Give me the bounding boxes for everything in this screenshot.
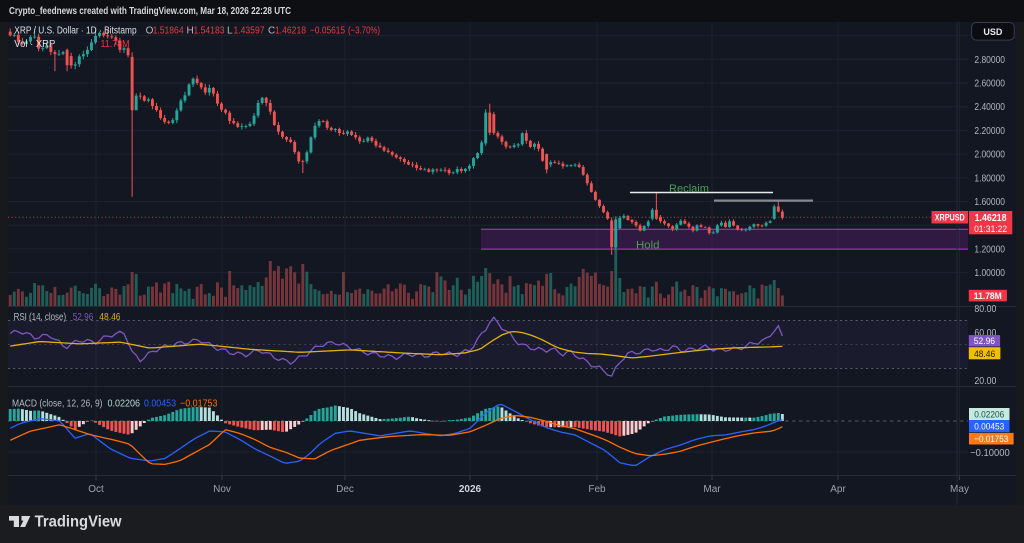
svg-text:Apr: Apr — [830, 484, 846, 495]
svg-text:52.96: 52.96 — [974, 336, 995, 347]
svg-text:Nov: Nov — [213, 484, 231, 495]
svg-text:MACD (close, 12, 26, 9): MACD (close, 12, 26, 9) — [12, 399, 103, 410]
svg-text:1.46218: 1.46218 — [275, 26, 306, 37]
svg-text:Reclaim: Reclaim — [669, 183, 709, 195]
svg-text:−0.05615: −0.05615 — [310, 26, 345, 37]
svg-text:Crypto_feednews created with T: Crypto_feednews created with TradingView… — [9, 6, 291, 17]
svg-text:1.43597: 1.43597 — [234, 26, 265, 37]
svg-text:2.40000: 2.40000 — [974, 102, 1005, 113]
svg-text:60.00: 60.00 — [974, 328, 996, 339]
svg-text:2026: 2026 — [459, 484, 482, 495]
svg-text:O: O — [146, 26, 154, 37]
svg-text:20.00: 20.00 — [974, 376, 996, 387]
svg-text:−0.01753: −0.01753 — [974, 434, 1008, 445]
svg-text:1.54183: 1.54183 — [194, 26, 225, 37]
svg-text:(−3.70%): (−3.70%) — [348, 26, 380, 37]
svg-text:C: C — [268, 26, 275, 37]
svg-text:−0.01753: −0.01753 — [180, 399, 218, 410]
svg-text:Hold: Hold — [636, 240, 660, 252]
svg-text:0.02206: 0.02206 — [974, 409, 1004, 420]
svg-text:1.51864: 1.51864 — [153, 26, 184, 37]
svg-text:TradingView: TradingView — [35, 513, 123, 530]
svg-text:USD: USD — [983, 27, 1002, 38]
svg-text:May: May — [950, 484, 969, 495]
svg-text:Dec: Dec — [336, 484, 354, 495]
svg-text:RSI (14, close): RSI (14, close) — [14, 312, 67, 323]
svg-text:11.78M: 11.78M — [101, 39, 130, 50]
svg-text:−0.10000: −0.10000 — [970, 448, 1010, 459]
svg-text:Oct: Oct — [88, 484, 104, 495]
svg-text:2.60000: 2.60000 — [974, 79, 1005, 90]
svg-text:XRP / U.S. Dollar · 1D · Bitst: XRP / U.S. Dollar · 1D · Bitstamp — [14, 26, 137, 37]
svg-text:Feb: Feb — [588, 484, 606, 495]
svg-text:1.60000: 1.60000 — [974, 197, 1005, 208]
svg-text:H: H — [187, 26, 194, 37]
svg-text:2.80000: 2.80000 — [974, 55, 1005, 66]
svg-text:52.96: 52.96 — [73, 312, 94, 323]
svg-text:11.78M: 11.78M — [974, 291, 1002, 302]
svg-text:1.20000: 1.20000 — [974, 244, 1005, 255]
svg-text:2.20000: 2.20000 — [974, 126, 1005, 137]
svg-text:0.00453: 0.00453 — [144, 399, 176, 410]
svg-text:XRPUSD: XRPUSD — [935, 213, 965, 224]
svg-text:2.00000: 2.00000 — [974, 150, 1005, 161]
svg-text:L: L — [227, 26, 233, 37]
svg-text:01:31:22: 01:31:22 — [974, 224, 1007, 235]
svg-text:Vol · XRP: Vol · XRP — [14, 39, 55, 50]
svg-text:1.46218: 1.46218 — [975, 213, 1007, 224]
svg-text:1.80000: 1.80000 — [974, 173, 1005, 184]
svg-text:48.46: 48.46 — [99, 312, 121, 323]
svg-text:Mar: Mar — [703, 484, 721, 495]
svg-text:0.02206: 0.02206 — [108, 399, 141, 410]
svg-text:0.00453: 0.00453 — [974, 422, 1004, 433]
svg-text:48.46: 48.46 — [974, 349, 995, 360]
svg-text:1.00000: 1.00000 — [974, 268, 1005, 279]
svg-text:80.00: 80.00 — [974, 304, 996, 315]
